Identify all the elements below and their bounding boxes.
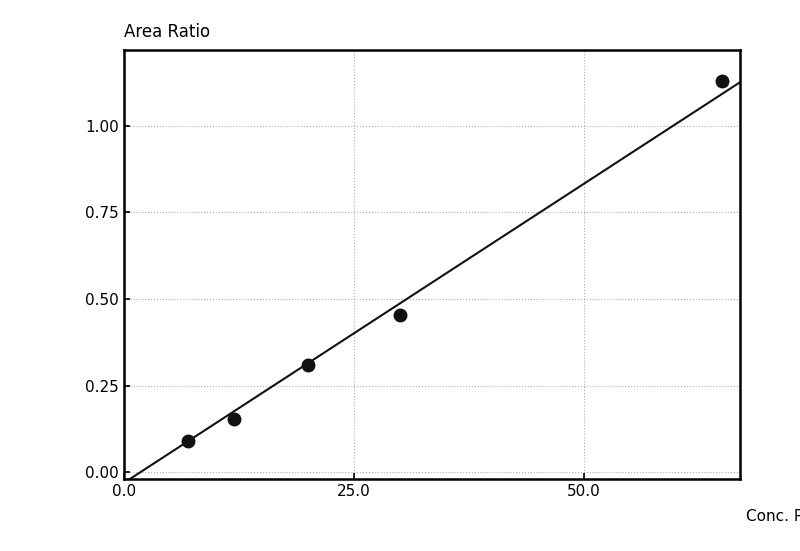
Text: Conc. Ratio: Conc. Ratio — [746, 510, 800, 525]
Point — [182, 437, 194, 446]
Text: Area Ratio: Area Ratio — [124, 23, 210, 41]
Point — [302, 360, 314, 369]
Point — [394, 310, 406, 319]
Point — [228, 414, 241, 423]
Point — [715, 77, 728, 85]
